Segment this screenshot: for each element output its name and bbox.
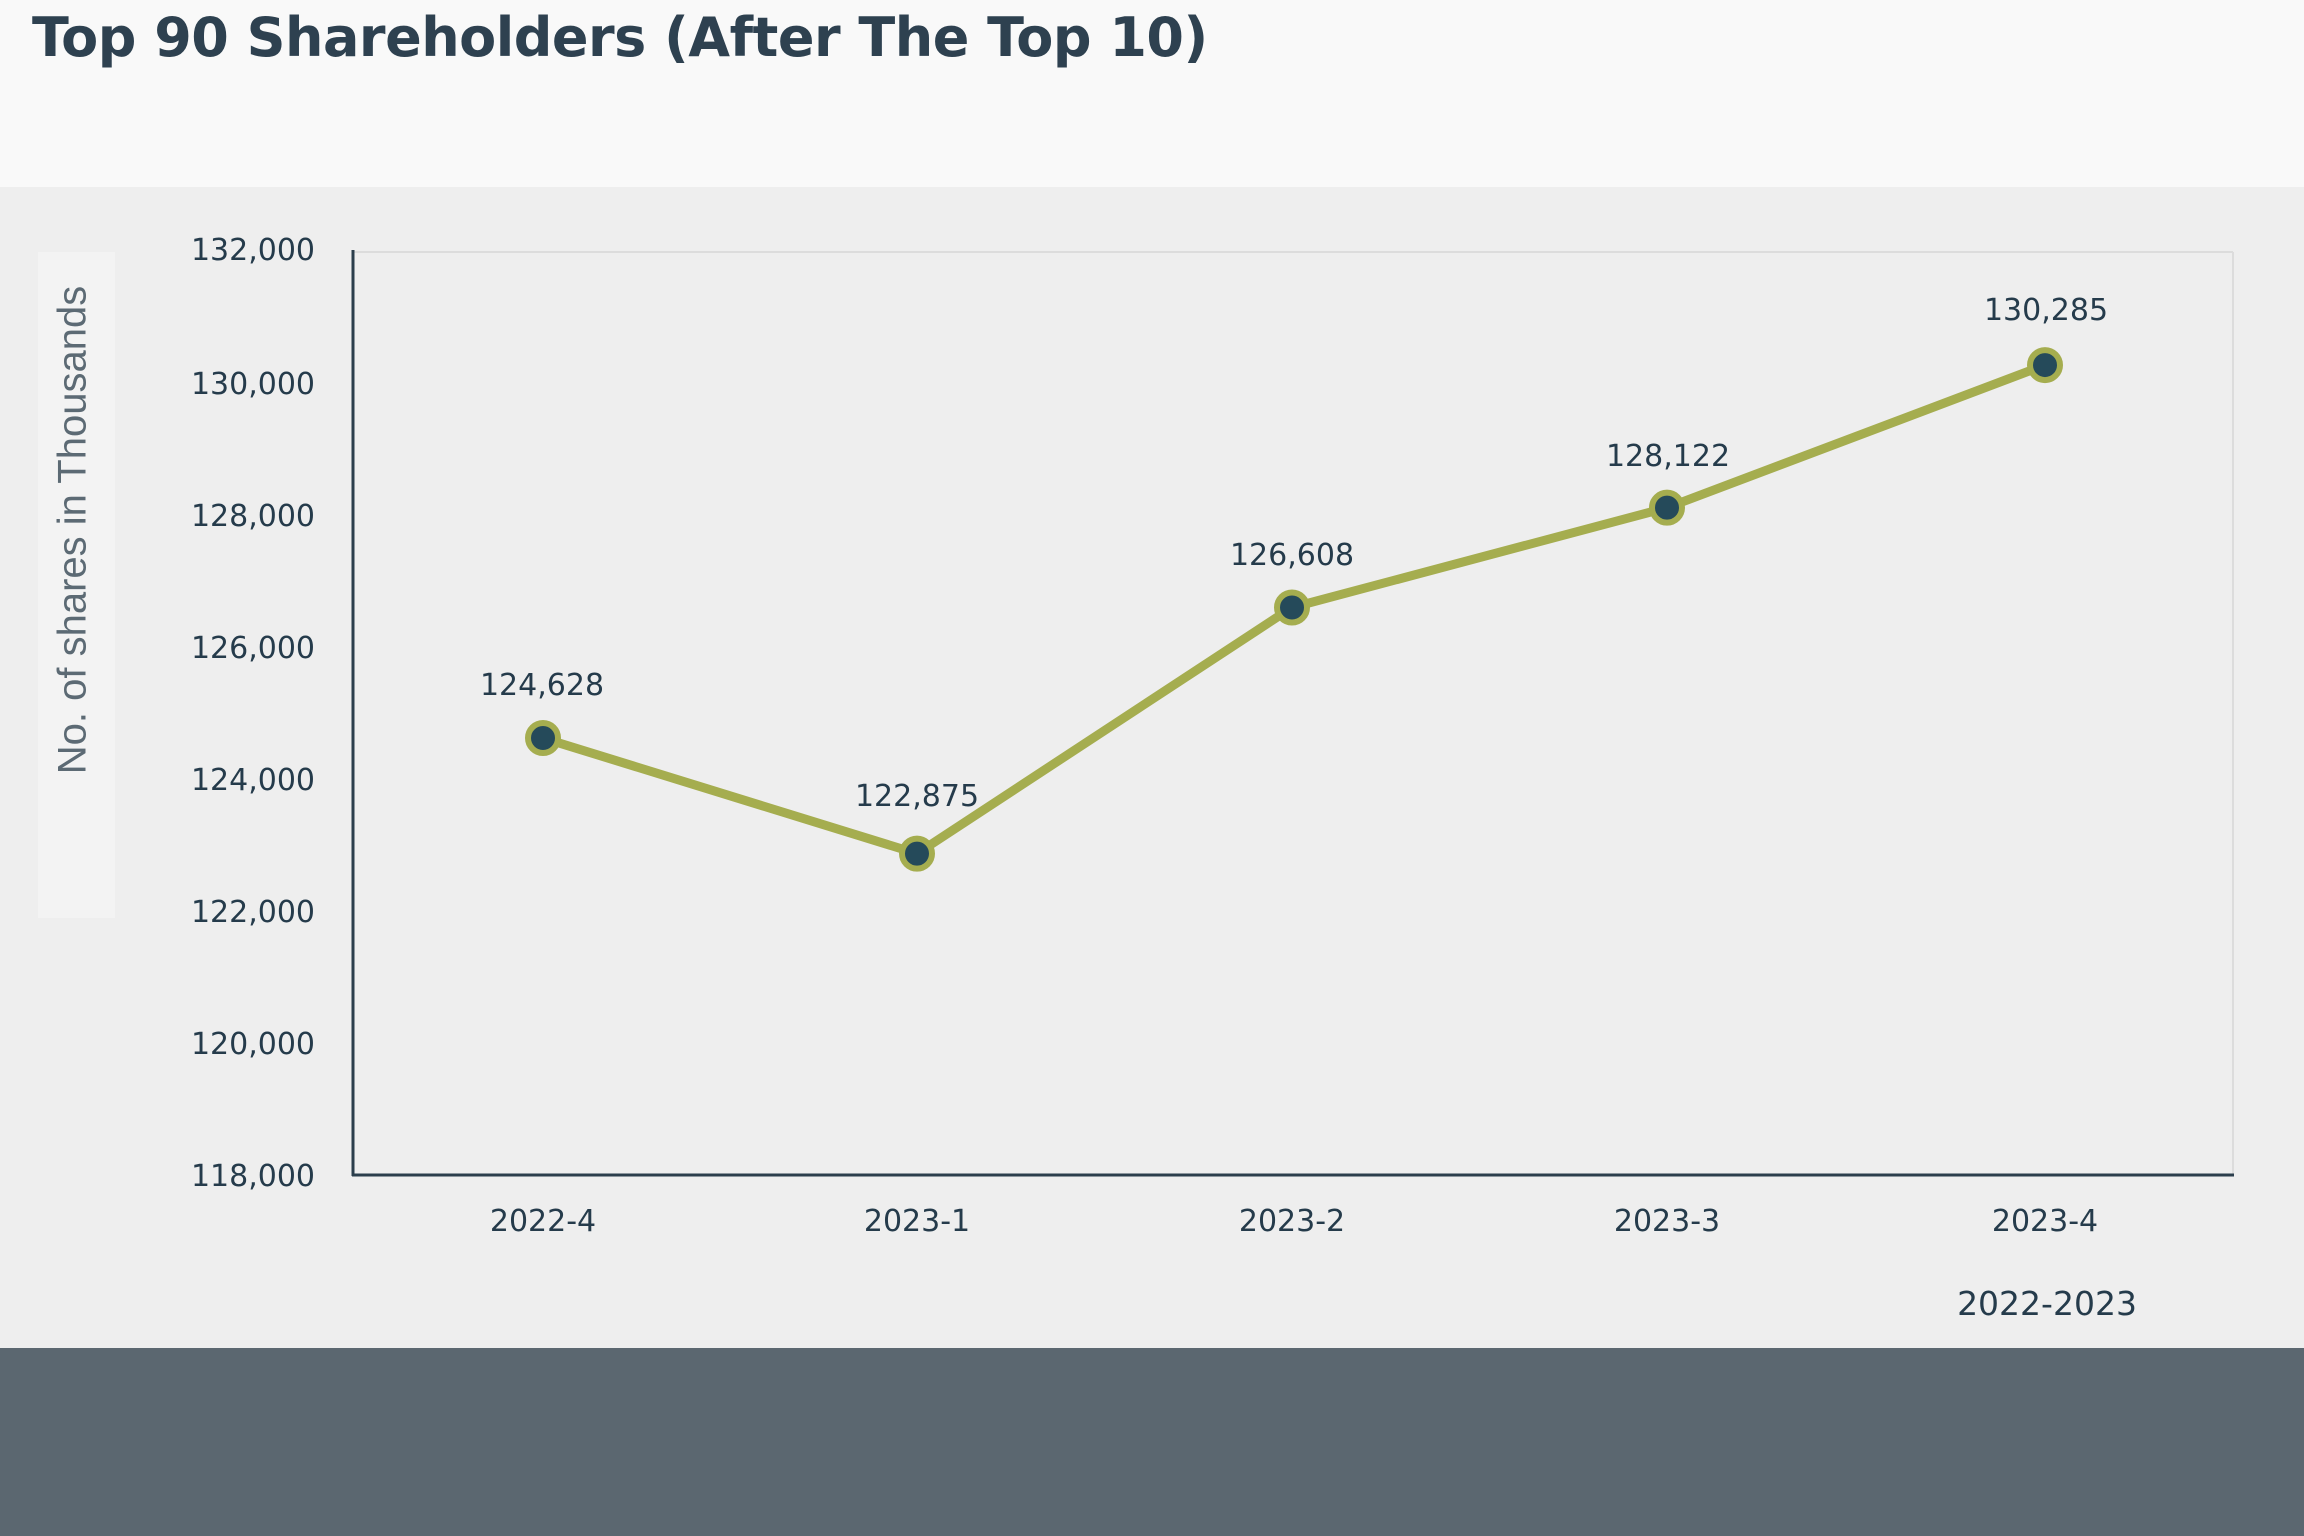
y-tick-label: 130,000 <box>191 367 315 402</box>
y-tick-label: 128,000 <box>191 499 315 534</box>
page-title: Top 90 Shareholders (After The Top 10) <box>32 6 1208 69</box>
x-tick-label: 2023-1 <box>864 1204 970 1239</box>
data-point-marker <box>1274 589 1310 626</box>
x-tick-label: 2023-3 <box>1614 1204 1720 1239</box>
x-tick-label: 2023-4 <box>1992 1204 2098 1239</box>
data-point-marker <box>2027 347 2063 384</box>
y-tick-label: 126,000 <box>191 631 315 666</box>
y-tick-label: 124,000 <box>191 763 315 798</box>
data-label: 128,122 <box>1606 439 1730 474</box>
y-tick-label: 120,000 <box>191 1027 315 1062</box>
data-label: 122,875 <box>855 779 979 814</box>
y-tick-labels: 118,000 120,000 122,000 124,000 126,000 … <box>191 233 315 1194</box>
y-axis-label-panel <box>38 252 115 918</box>
x-tick-labels: 2022-4 2023-1 2023-2 2023-3 2023-4 <box>490 1204 2098 1239</box>
data-point-marker <box>525 720 561 757</box>
data-markers <box>525 347 2063 872</box>
y-tick-label: 132,000 <box>191 233 315 268</box>
x-tick-label: 2022-4 <box>490 1204 596 1239</box>
data-point-marker <box>1649 489 1685 526</box>
data-label: 124,628 <box>480 668 604 703</box>
footer-bar <box>0 1348 2304 1536</box>
data-labels: 124,628 122,875 126,608 128,122 130,285 <box>480 293 2108 814</box>
x-axis-title: 2022-2023 <box>1957 1284 2137 1323</box>
chart-area <box>0 187 2304 1348</box>
data-label: 130,285 <box>1984 293 2108 328</box>
y-tick-label: 122,000 <box>191 895 315 930</box>
data-label: 126,608 <box>1230 538 1354 573</box>
y-tick-label: 118,000 <box>191 1159 315 1194</box>
page-header: Top 90 Shareholders (After The Top 10) <box>0 0 2304 187</box>
data-point-marker <box>899 835 935 872</box>
x-tick-label: 2023-2 <box>1239 1204 1345 1239</box>
